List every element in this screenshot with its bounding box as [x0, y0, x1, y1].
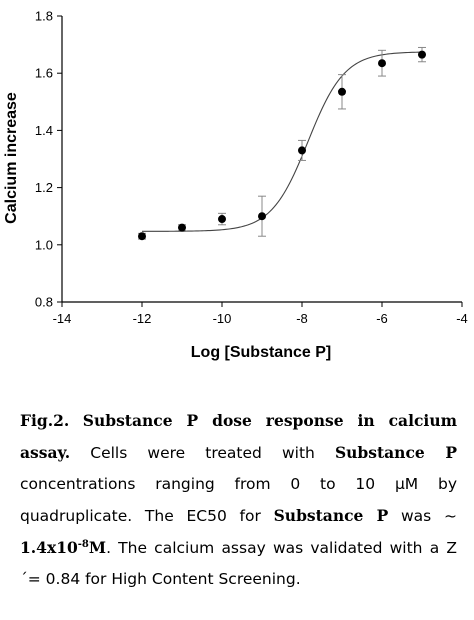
caption-figure-label: Fig.2.: [20, 411, 70, 430]
fit-curve-layer: [142, 51, 423, 232]
caption-title: Substance P dose response in calcium ass…: [20, 411, 457, 462]
x-axis-label: Log [Substance P]: [191, 344, 331, 361]
x-tick-label: -4: [456, 311, 468, 326]
chart-axes: 0.8 1.0 1.2 1.4 1.6 1.8 -14 -12 -10 -8 -6 -4: [35, 9, 468, 327]
data-point: [218, 215, 226, 224]
data-point: [258, 212, 266, 221]
data-point: [138, 232, 146, 241]
y-tick-label: 1.0: [35, 237, 53, 252]
data-point: [298, 146, 306, 155]
caption-text: . The calcium assay was validated with a…: [20, 539, 457, 588]
x-tick-label: -8: [296, 311, 308, 326]
caption-text: was ~: [401, 507, 457, 525]
x-tick-label: -6: [376, 311, 388, 326]
caption-text: concentrations ranging from 0 to 10 μM b…: [20, 475, 457, 525]
caption-ec50-value: 1.4x10-8M: [20, 538, 107, 557]
caption-text: Cells were treated with: [90, 444, 315, 462]
data-point: [378, 59, 386, 68]
y-axis-label: Calcium increase: [3, 92, 20, 224]
x-tick-label: -10: [213, 311, 232, 326]
caption-substance-name: Substance P: [273, 506, 389, 525]
y-tick-label: 1.4: [35, 123, 53, 138]
y-tick-label: 1.2: [35, 180, 53, 195]
y-tick-label: 0.8: [35, 295, 53, 310]
data-point: [338, 87, 346, 96]
data-points-layer: [138, 46, 426, 241]
data-point: [178, 223, 186, 232]
y-tick-label: 1.6: [35, 66, 53, 81]
fit-curve: [142, 51, 423, 232]
caption-substance-name: Substance P: [334, 443, 457, 462]
data-point: [418, 50, 426, 59]
dose-response-chart: 0.8 1.0 1.2 1.4 1.6 1.8 -14 -12 -10 -8 -6 -4 Calciu…: [3, 9, 468, 362]
x-tick-label: -12: [133, 311, 152, 326]
y-tick-label: 1.8: [35, 9, 53, 24]
x-tick-label: -14: [53, 311, 72, 326]
figure-caption: Fig.2. Substance P dose response in calc…: [20, 405, 457, 595]
